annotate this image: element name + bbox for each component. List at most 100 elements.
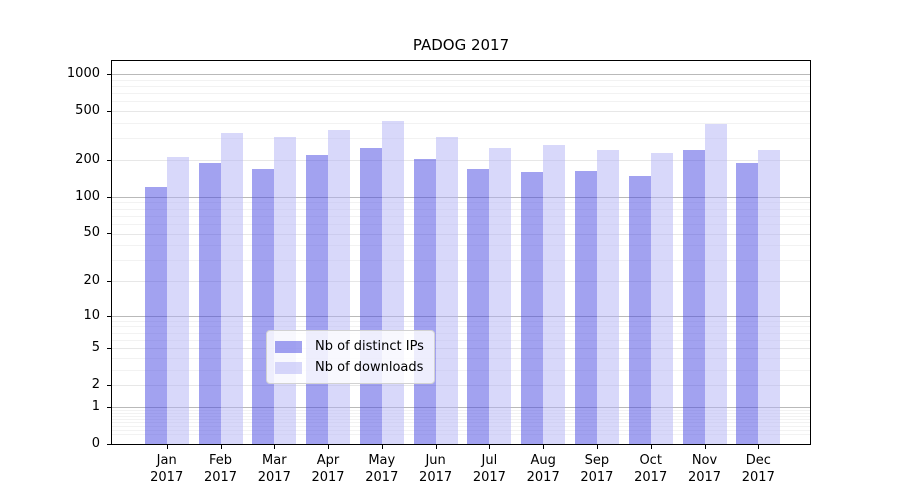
y-tick-mark [107, 196, 111, 198]
bar-aug-downloads [543, 145, 566, 444]
bar-nov-downloads [704, 123, 727, 444]
minor-gridline [112, 415, 810, 417]
bar-feb-distinct-ips [198, 162, 221, 444]
x-tick-mark [381, 445, 383, 449]
major-gridline [112, 233, 810, 235]
bar-oct-distinct-ips [628, 176, 651, 444]
major-gridline [112, 385, 810, 387]
y-tick-mark [107, 280, 111, 282]
legend-swatch-downloads [275, 361, 302, 374]
x-tick-label: Jul 2017 [457, 452, 521, 486]
minor-gridline [112, 418, 810, 420]
minor-gridline [112, 208, 810, 210]
minor-gridline [112, 369, 810, 371]
y-tick-mark [107, 160, 111, 161]
x-tick-month: Dec [745, 453, 771, 468]
bar-dec-downloads [758, 150, 781, 444]
minor-gridline [112, 123, 810, 124]
major-gridline [112, 196, 810, 198]
minor-gridline [112, 260, 810, 262]
legend-label-distinct-ips: Nb of distinct IPs [315, 339, 424, 354]
x-tick-year: 2017 [311, 470, 345, 485]
x-tick-mark [274, 445, 276, 449]
major-gridline [112, 111, 810, 113]
minor-gridline [112, 430, 810, 431]
x-tick-year: 2017 [741, 470, 775, 485]
x-tick-month: Feb [208, 453, 233, 468]
y-tick-label: 1000 [66, 66, 100, 82]
minor-gridline [112, 202, 810, 204]
x-tick-label: Nov 2017 [673, 452, 737, 486]
bar-jun-distinct-ips [413, 158, 436, 444]
x-tick-year: 2017 [365, 470, 399, 485]
major-gridline [112, 406, 810, 408]
y-tick-label: 500 [75, 103, 100, 119]
x-tick-month: Nov [691, 453, 718, 468]
bar-apr-downloads [328, 130, 350, 444]
x-tick-year: 2017 [150, 470, 184, 485]
x-tick-month: Jul [481, 453, 498, 468]
bar-dec-distinct-ips [736, 163, 759, 444]
bar-oct-downloads [650, 152, 673, 444]
major-gridline [112, 74, 810, 75]
x-tick-mark [543, 445, 545, 449]
x-tick-label: Jun 2017 [404, 452, 468, 486]
minor-gridline [112, 332, 810, 334]
plot-area [111, 60, 811, 445]
y-tick-label: 50 [83, 225, 100, 241]
bar-jul-distinct-ips [467, 168, 490, 444]
major-gridline [112, 281, 810, 282]
x-tick-mark [489, 445, 491, 449]
x-tick-year: 2017 [526, 470, 560, 485]
y-tick-mark [107, 406, 111, 408]
y-tick-mark [107, 315, 111, 317]
bar-jan-downloads [166, 157, 189, 444]
x-tick-mark [220, 445, 222, 449]
x-tick-month: Apr [316, 453, 340, 468]
y-tick-label: 5 [91, 340, 100, 356]
y-tick-mark [107, 74, 111, 76]
x-tick-month: Jan [156, 453, 177, 468]
x-tick-mark [704, 445, 706, 449]
minor-gridline [112, 138, 810, 140]
x-tick-label: Mar 2017 [242, 452, 306, 486]
chart-title: PADOG 2017 [412, 36, 510, 54]
bar-may-distinct-ips [359, 148, 382, 444]
minor-gridline [112, 79, 810, 81]
y-tick-mark [107, 111, 111, 113]
y-tick-label: 10 [83, 307, 100, 323]
x-tick-month: Jun [425, 453, 446, 468]
y-tick-mark [107, 444, 111, 445]
legend-label-downloads: Nb of downloads [315, 360, 424, 375]
x-tick-label: Jan 2017 [135, 452, 199, 486]
minor-gridline [112, 409, 810, 411]
minor-gridline [112, 422, 810, 424]
legend-item-downloads: Nb of downloads [275, 357, 424, 378]
minor-gridline [112, 93, 810, 95]
minor-gridline [112, 326, 810, 328]
x-tick-label: Dec 2017 [726, 452, 790, 486]
minor-gridline [112, 223, 810, 225]
y-tick-label: 20 [83, 272, 100, 288]
x-tick-year: 2017 [257, 470, 291, 485]
bar-sep-downloads [596, 150, 619, 444]
bar-jun-downloads [435, 136, 458, 444]
minor-gridline [112, 357, 810, 359]
bar-nov-distinct-ips [682, 150, 705, 444]
x-tick-label: Aug 2017 [511, 452, 575, 486]
x-tick-year: 2017 [634, 470, 668, 485]
minor-gridline [112, 101, 810, 103]
x-tick-label: Apr 2017 [296, 452, 360, 486]
legend-swatch-distinct-ips [275, 340, 302, 353]
x-tick-mark [758, 445, 760, 449]
y-tick-label: 0 [91, 436, 100, 451]
major-gridline [112, 160, 810, 161]
minor-gridline [112, 320, 810, 322]
legend: Nb of distinct IPs Nb of downloads [266, 330, 435, 384]
x-tick-month: Mar [262, 453, 287, 468]
y-tick-mark [107, 233, 111, 235]
y-tick-label: 1 [91, 398, 100, 414]
x-tick-label: Oct 2017 [619, 452, 683, 486]
bar-jul-downloads [489, 148, 512, 444]
x-tick-year: 2017 [419, 470, 453, 485]
